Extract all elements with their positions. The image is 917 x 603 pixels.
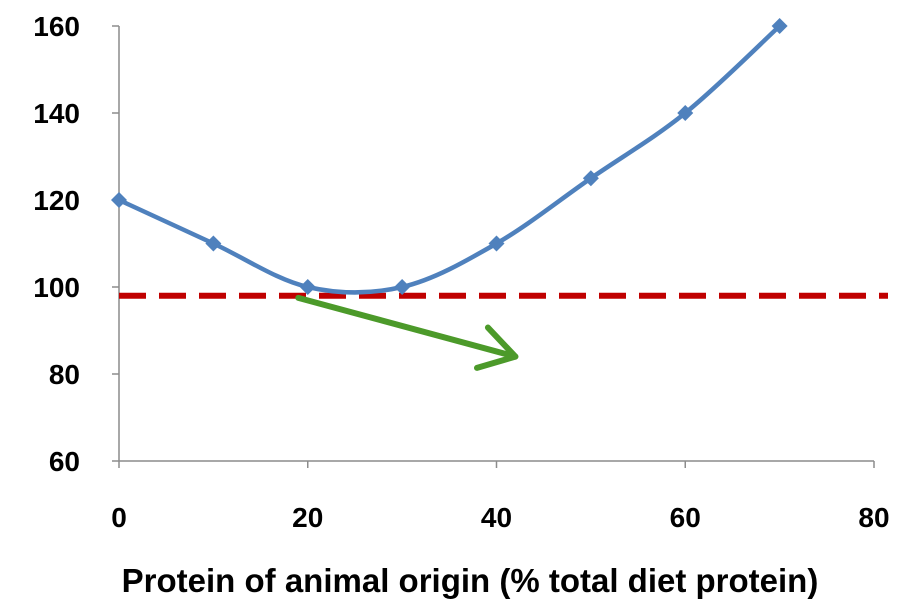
x-tick-label: 20 [292,502,323,533]
y-tick-label: 60 [49,446,80,477]
x-tick-label: 80 [858,502,889,533]
x-tick-label: 0 [111,502,127,533]
data-point-marker [677,105,694,121]
data-point-marker [205,235,222,252]
series-line [118,24,782,295]
x-axis-title: Protein of animal origin (% total diet p… [122,562,819,599]
x-tick-label: 60 [670,502,701,533]
data-point-marker [771,18,788,34]
y-tick-label: 120 [33,185,80,216]
y-tick-label: 140 [33,98,80,129]
x-tick-label: 40 [481,502,512,533]
data-point-marker [582,170,599,187]
data-point-marker [394,279,411,295]
y-ticks: 60 80 100 120 140 160 [33,11,119,477]
arrow-group [295,294,519,371]
arrow-shaft [295,294,519,360]
data-point-marker [488,235,505,252]
x-ticks: 0 20 40 60 80 [111,461,890,533]
y-tick-label: 100 [33,272,80,303]
series-group [111,18,788,295]
arrow-head [473,324,519,371]
data-point-marker [111,192,127,208]
y-tick-label: 80 [49,359,80,390]
y-tick-label: 160 [33,11,80,42]
data-point-marker [299,279,316,295]
